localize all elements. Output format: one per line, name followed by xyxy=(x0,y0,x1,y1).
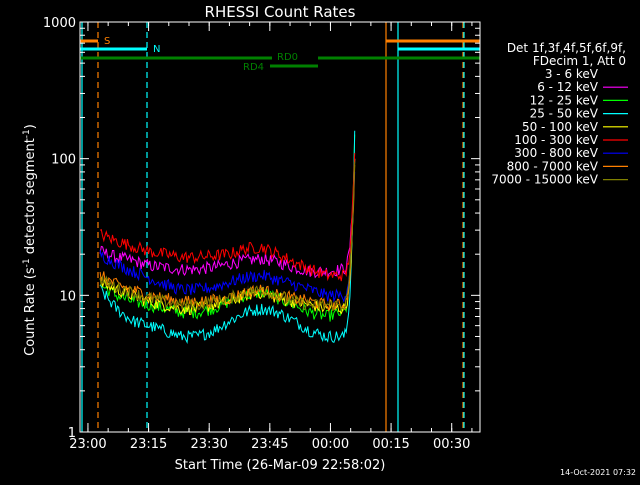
flag-s-label: S xyxy=(104,36,110,47)
x-axis-label: Start Time (26-Mar-09 22:58:02) xyxy=(175,458,386,473)
timestamp: 14-Oct-2021 07:32 xyxy=(560,468,636,477)
legend-entry-label: 800 - 7000 keV xyxy=(507,159,599,173)
series-line xyxy=(99,164,356,312)
series-line xyxy=(99,171,356,303)
x-tick-label: 23:00 xyxy=(69,437,106,452)
y-tick-label: 10 xyxy=(59,289,76,304)
x-tick-label: 00:30 xyxy=(433,437,470,452)
legend-entry-label: 6 - 12 keV xyxy=(537,80,599,94)
series-line xyxy=(99,161,356,312)
y-axis-label-part3: ) xyxy=(23,124,38,129)
y-axis-label-sup2: -1 xyxy=(22,129,32,138)
y-tick-label: 1000 xyxy=(43,16,76,31)
series-line xyxy=(99,152,356,282)
chart-title: RHESSI Count Rates xyxy=(205,3,356,21)
series-line xyxy=(99,130,356,345)
series-layer xyxy=(99,130,356,345)
legend-entry-label: 7000 - 15000 keV xyxy=(491,173,598,187)
x-tick-label: 23:15 xyxy=(130,437,167,452)
y-tick-label: 1 xyxy=(68,426,76,441)
axes-layer: 1 10 100 1000 23:00 23:15 23:30 23:45 00:00 00:15… xyxy=(43,16,481,452)
legend-header-1: Det 1f,3f,4f,5f,6f,9f, xyxy=(507,41,626,55)
legend-entry-label: 50 - 100 keV xyxy=(522,120,599,134)
flags-layer: S N RD0 RD4 xyxy=(80,22,480,432)
flag-rd4-label: RD4 xyxy=(243,62,264,73)
legend-entry-label: 300 - 800 keV xyxy=(514,146,598,160)
legend-entry-label: 100 - 300 keV xyxy=(514,133,598,147)
legend-header-2: FDecim 1, Att 0 xyxy=(533,54,626,68)
plot-frame xyxy=(79,21,481,433)
legend: Det 1f,3f,4f,5f,6f,9f, FDecim 1, Att 0 3… xyxy=(491,41,628,187)
x-tick-label: 23:30 xyxy=(190,437,227,452)
y-tick-label: 100 xyxy=(51,153,76,168)
x-tick-label: 00:15 xyxy=(372,437,409,452)
y-axis-label-sup1: -1 xyxy=(22,258,32,267)
legend-entry-label: 12 - 25 keV xyxy=(530,93,599,107)
y-axis-label: Count Rate (s-1 detector segment-1) xyxy=(22,124,38,356)
legend-entry-label: 3 - 6 keV xyxy=(545,67,599,81)
y-axis-label-part1: Count Rate (s xyxy=(23,267,38,356)
legend-entry-label: 25 - 50 keV xyxy=(530,107,599,121)
flag-n-label: N xyxy=(153,44,160,55)
series-line xyxy=(99,158,356,279)
y-axis-label-part2: detector segment xyxy=(23,138,38,258)
x-tick-label: 00:00 xyxy=(312,437,349,452)
x-tick-label: 23:45 xyxy=(251,437,288,452)
flag-rd0-label: RD0 xyxy=(277,52,298,63)
